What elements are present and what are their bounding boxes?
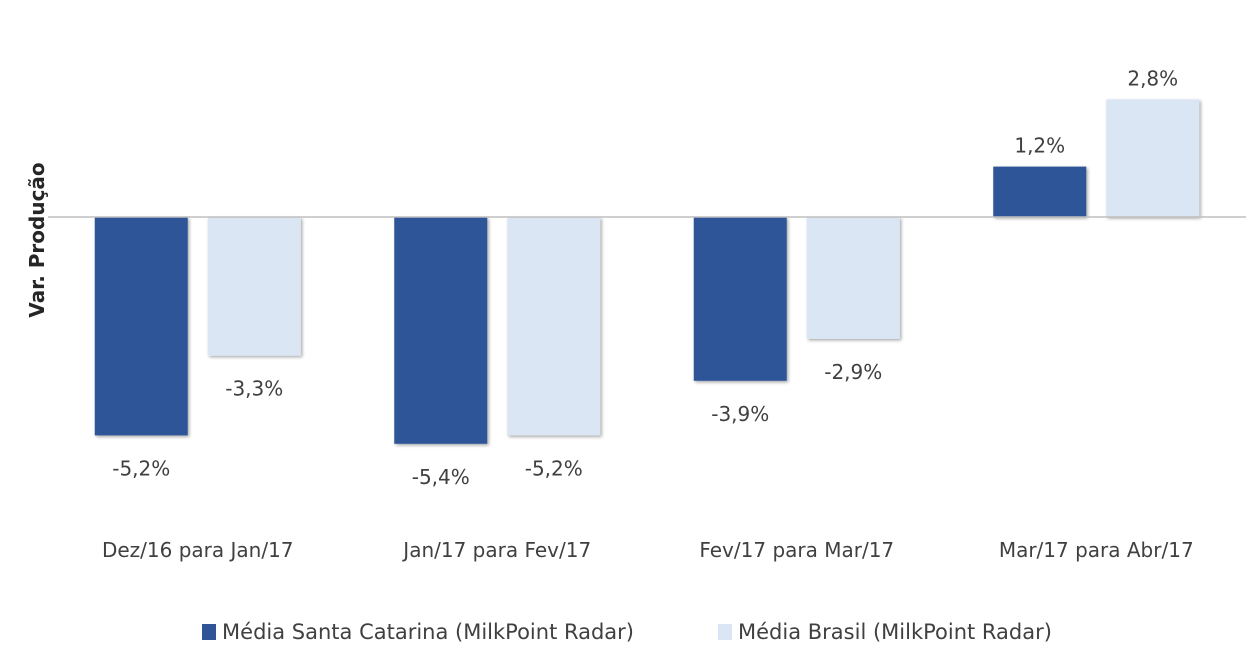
- legend-swatch-santa-catarina: [202, 624, 217, 640]
- category-label-1: Jan/17 para Fev/17: [401, 538, 591, 562]
- data-label-series-1-cat-3: 2,8%: [1127, 66, 1178, 90]
- bar-series-0-cat-2: [693, 217, 787, 381]
- bar-chart: -5,2% -3,3% -5,4% -5,2% -3,9% -2,9% 1,2% 2,8% D…: [25, 66, 1246, 562]
- data-label-series-0-cat-0: -5,2%: [112, 456, 170, 480]
- bar-series-1-cat-1: [507, 217, 601, 436]
- data-label-series-1-cat-2: -2,9%: [824, 360, 882, 384]
- category-label-0: Dez/16 para Jan/17: [102, 538, 294, 562]
- category-label-2: Fev/17 para Mar/17: [699, 538, 894, 562]
- y-axis-title: Var. Produção: [25, 162, 49, 317]
- bar-series-0-cat-3: [993, 166, 1087, 217]
- bar-series-1-cat-3: [1106, 99, 1200, 217]
- data-label-series-1-cat-0: -3,3%: [225, 377, 283, 401]
- bar-series-1-cat-0: [207, 217, 301, 356]
- legend-label-santa-catarina: Média Santa Catarina (MilkPoint Radar): [222, 620, 635, 644]
- legend-label-brasil: Média Brasil (MilkPoint Radar): [738, 620, 1052, 644]
- data-label-series-0-cat-2: -3,9%: [711, 402, 769, 426]
- legend-swatch-brasil: [718, 624, 733, 640]
- data-label-series-1-cat-1: -5,2%: [525, 456, 583, 480]
- legend: Média Santa Catarina (MilkPoint Radar) M…: [0, 620, 1254, 644]
- category-label-3: Mar/17 para Abr/17: [999, 538, 1194, 562]
- data-label-series-0-cat-1: -5,4%: [412, 465, 470, 489]
- data-label-series-0-cat-3: 1,2%: [1014, 134, 1065, 158]
- legend-item-brasil: Média Brasil (MilkPoint Radar): [718, 620, 1052, 644]
- legend-item-santa-catarina: Média Santa Catarina (MilkPoint Radar): [202, 620, 634, 644]
- bar-series-0-cat-0: [94, 217, 188, 436]
- bar-series-0-cat-1: [394, 217, 488, 444]
- bar-series-1-cat-2: [806, 217, 900, 339]
